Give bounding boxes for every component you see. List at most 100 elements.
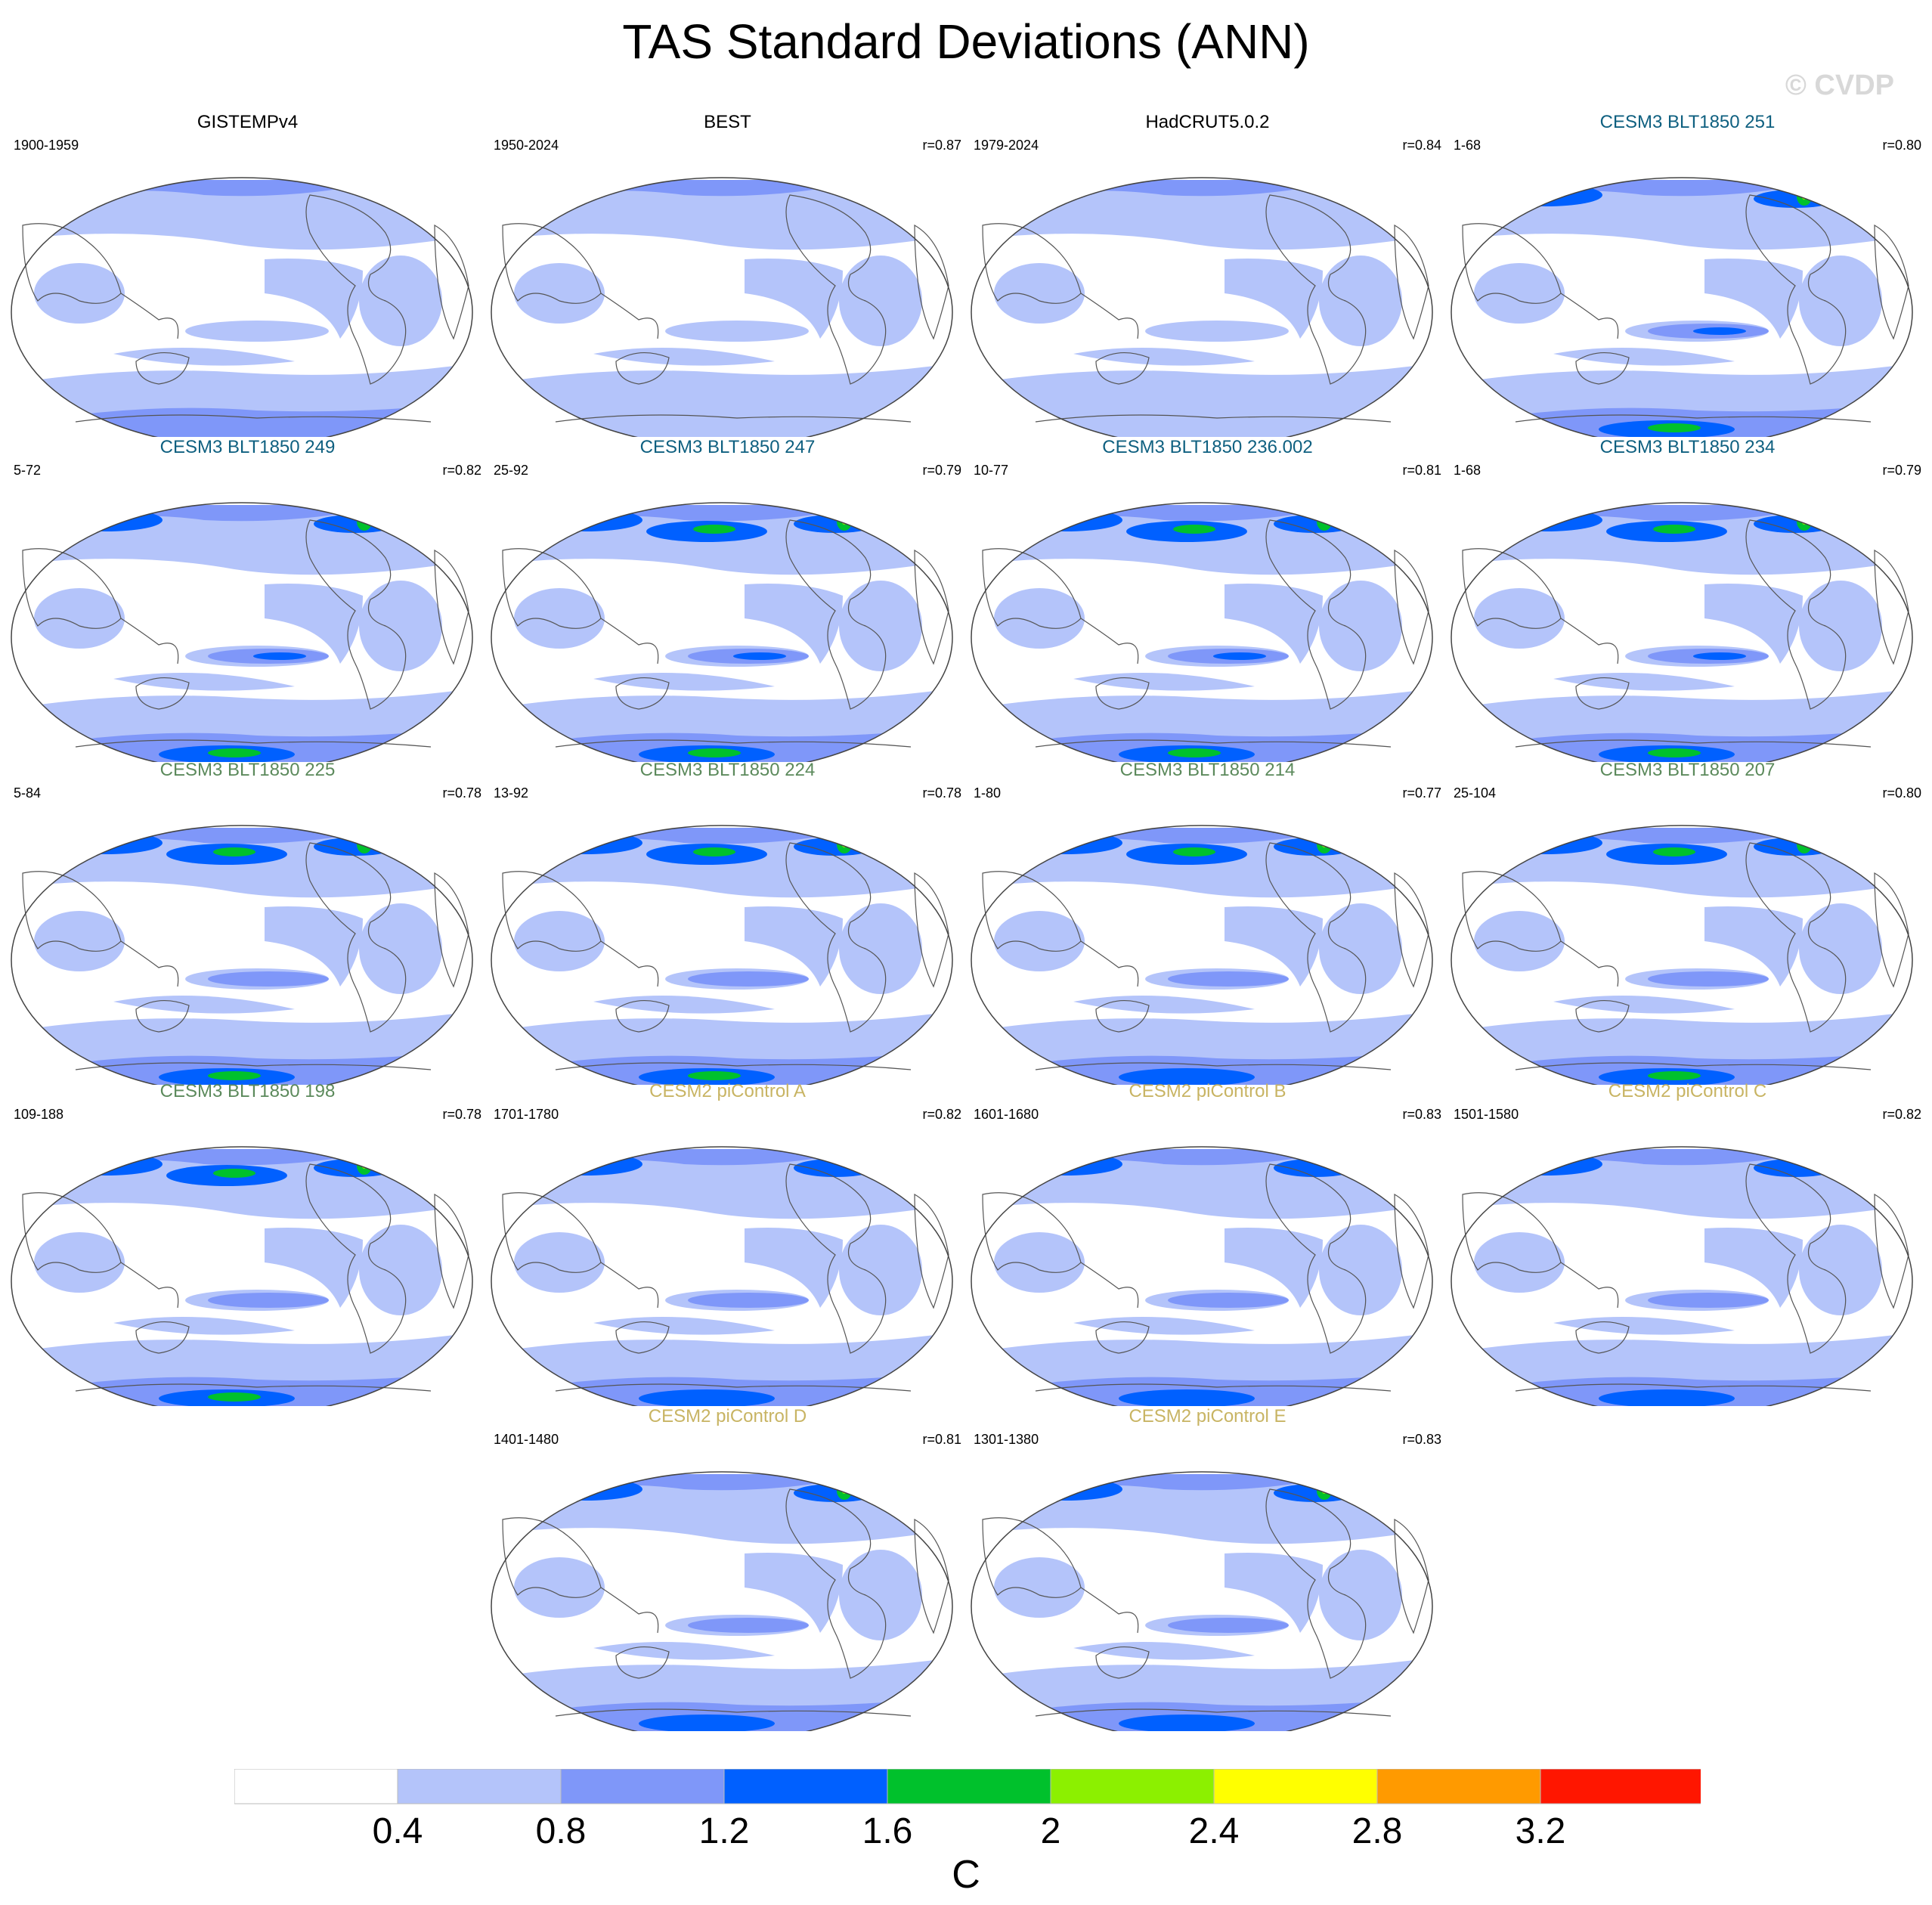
panel-title: CESM3 BLT1850 224: [639, 760, 816, 780]
spcz-band: [593, 673, 775, 691]
map-border: [11, 825, 473, 1085]
map-canvas: [491, 825, 953, 1085]
colorbar-tick-label: 0.8: [536, 1811, 587, 1851]
coastline: [555, 1383, 912, 1392]
panel-title: CESM2 piControl A: [649, 1081, 806, 1101]
pacific-patch: [1225, 584, 1323, 664]
colorbar-bin: [1376, 1769, 1541, 1804]
spcz-band: [1073, 996, 1255, 1014]
coastline: [75, 1383, 432, 1392]
panel-correlation: r=0.82: [1882, 1107, 1921, 1122]
panel-title: CESM3 BLT1850 251: [1599, 112, 1776, 132]
colorbar-tick-label: 2.4: [1189, 1811, 1240, 1851]
coastline: [75, 1062, 432, 1070]
panel-title: CESM3 BLT1850 236.002: [1102, 437, 1313, 457]
coastline: [1080, 293, 1139, 339]
hotspot-siberia: [565, 1480, 592, 1491]
coastline: [1515, 414, 1872, 423]
map-border: [971, 825, 1433, 1085]
coastline: [785, 1163, 887, 1354]
hotspot-siberia: [1045, 834, 1072, 844]
coastline: [1265, 842, 1367, 1033]
hotspot-siberia: [565, 511, 592, 522]
coastline: [1515, 1383, 1872, 1392]
map-canvas: [11, 177, 473, 437]
coastline: [1265, 1488, 1367, 1679]
map-canvas: [971, 177, 1433, 437]
colorbar-bin: [1540, 1769, 1701, 1804]
coastline: [305, 842, 407, 1033]
enso-region: [208, 971, 329, 987]
colorbar-tick-label: 2.8: [1352, 1811, 1403, 1851]
coastline: [135, 677, 190, 710]
panel-correlation: r=0.80: [1882, 785, 1921, 801]
canada-max: [794, 838, 877, 856]
map-canvas: [1451, 502, 1913, 762]
map-panel: CESM2 piControl E 1301-1380 r=0.83: [968, 1406, 1447, 1731]
canada-max: [1274, 1159, 1357, 1177]
map-fill: [1451, 503, 1912, 762]
equatorial-band: [665, 321, 809, 342]
americas-patch: [1799, 256, 1882, 346]
canada-max: [314, 515, 397, 533]
arctic-core: [693, 847, 735, 856]
coastline: [1515, 739, 1872, 748]
colorbar-tick-label: 1.6: [862, 1811, 913, 1851]
coastline: [555, 1062, 912, 1070]
map-canvas: [1451, 177, 1913, 437]
coastline: [785, 519, 887, 710]
map-canvas: [491, 1471, 953, 1731]
map-panel: HadCRUT5.0.2 1979-2024 r=0.84: [968, 112, 1447, 437]
asia-patch: [514, 588, 605, 649]
map-canvas: [971, 825, 1433, 1085]
asia-patch: [34, 588, 125, 649]
cvdp-watermark: © CVDP: [1785, 70, 1894, 101]
panel-title: GISTEMPv4: [197, 112, 299, 132]
map-canvas: [11, 1146, 473, 1406]
map-panel: CESM3 BLT1850 225 5-84 r=0.78: [8, 760, 488, 1085]
map-canvas: [491, 1146, 953, 1406]
map-fill: [491, 826, 952, 1085]
coastline: [1035, 1708, 1392, 1717]
spcz-band: [593, 996, 775, 1014]
coastline: [914, 549, 949, 665]
panel-correlation: r=0.87: [922, 138, 961, 153]
peak-siberia: [1531, 512, 1542, 518]
peak-siberia: [91, 1156, 102, 1162]
map-fill: [11, 503, 472, 762]
coastline: [22, 1192, 122, 1273]
americas-patch: [1319, 903, 1402, 994]
asia-patch: [994, 911, 1085, 971]
coastline: [1515, 1062, 1872, 1070]
antarctic-max: [1119, 1714, 1255, 1731]
panel-title: BEST: [704, 112, 751, 132]
coastline: [1265, 519, 1367, 710]
coastline: [434, 1193, 469, 1309]
coastline: [600, 940, 659, 987]
map-border: [491, 177, 953, 437]
map-fill: [491, 1147, 952, 1406]
coastline: [135, 1321, 190, 1354]
asia-patch: [514, 263, 605, 324]
americas-patch: [359, 256, 442, 346]
pacific-patch: [1704, 906, 1803, 987]
coastline: [1080, 618, 1139, 664]
coastline: [135, 352, 190, 385]
arctic-core: [1173, 847, 1215, 856]
arctic-core: [693, 525, 735, 534]
americas-patch: [1799, 581, 1882, 671]
canada-max: [794, 1159, 877, 1177]
map-border: [1451, 1146, 1913, 1406]
americas-patch: [1799, 903, 1882, 994]
colorbar-bin: [234, 1769, 398, 1804]
pacific-patch: [1225, 1553, 1323, 1633]
canada-max: [794, 515, 877, 533]
coastline: [600, 618, 659, 664]
panel-title: CESM3 BLT1850 207: [1599, 760, 1776, 780]
pacific-patch: [745, 584, 843, 664]
coastline: [555, 414, 912, 423]
map-border: [971, 1146, 1433, 1406]
pacific-patch: [265, 1228, 363, 1308]
spcz-band: [113, 673, 295, 691]
panel-title: HadCRUT5.0.2: [1145, 112, 1270, 132]
